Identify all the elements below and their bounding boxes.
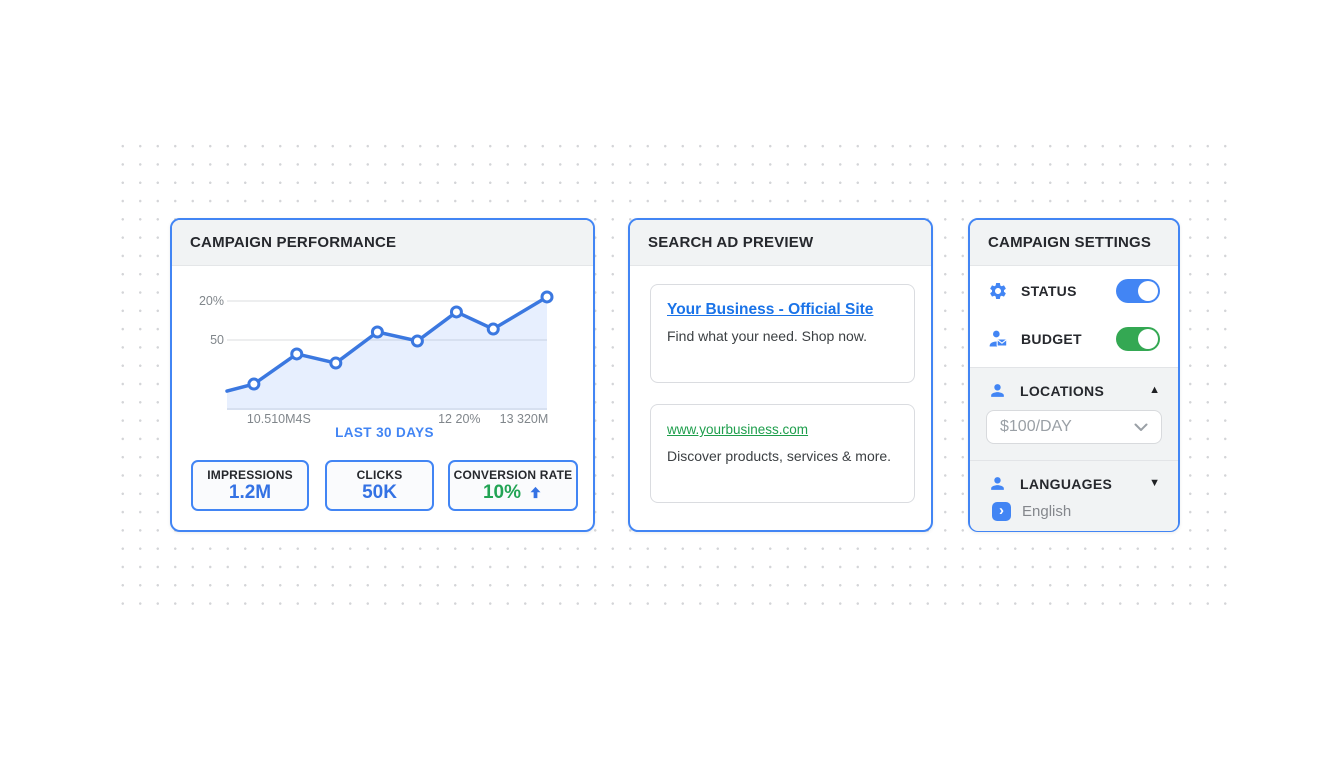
performance-chart: 20% 50 10.510M4S 12 20% 13 320M LAST 30 … [172, 266, 597, 456]
dropdown-value: $100/DAY [1000, 418, 1072, 435]
impressions-value: 1.2M [228, 481, 272, 503]
search-ad-preview-header: SEARCH AD PREVIEW [630, 220, 931, 266]
campaign-settings-title: CAMPAIGN SETTINGS [988, 234, 1152, 251]
chart-x-tick-label: 12 20% [438, 412, 481, 426]
chart-caption: LAST 30 DAYS [335, 425, 434, 440]
status-toggle[interactable] [1116, 279, 1160, 303]
ad-preview-item: www.yourbusiness.com Discover products, … [650, 404, 915, 503]
languages-section: LANGUAGES ▼ › English [970, 460, 1178, 531]
ad-description: Discover products, services & more. [667, 448, 892, 464]
campaign-performance-title: CAMPAIGN PERFORMANCE [190, 234, 397, 251]
arrow-right-icon: › [992, 502, 1011, 521]
locations-section: LOCATIONS ▲ $100/DAY [970, 367, 1178, 460]
budget-row: BUDGET [970, 315, 1178, 363]
chart-y-tick-label: 20% [198, 293, 224, 308]
toggle-knob [1138, 329, 1158, 349]
search-ad-preview-card: SEARCH AD PREVIEW Your Business - Offici… [628, 218, 933, 532]
budget-icon [989, 330, 1008, 347]
ad-url-link[interactable]: www.yourbusiness.com [667, 422, 809, 437]
language-row: › English [970, 493, 1178, 521]
status-row: STATUS [970, 267, 1178, 315]
conversion-rate-value: 10% [482, 481, 522, 503]
budget-label: BUDGET [1021, 331, 1082, 347]
chevron-down-icon [1134, 423, 1148, 431]
budget-toggle[interactable] [1116, 327, 1160, 351]
chart-x-tick-label: 10.510M4S [246, 412, 311, 426]
conversion-rate-label: CONVERSION RATE [453, 467, 573, 482]
languages-header-row[interactable]: LANGUAGES ▼ [970, 461, 1178, 493]
conversion-rate-metric: CONVERSION RATE 10% [448, 460, 578, 511]
language-value: English [1022, 503, 1072, 520]
clicks-value: 50K [362, 481, 397, 503]
status-label: STATUS [1021, 283, 1077, 299]
budget-per-day-dropdown[interactable]: $100/DAY [986, 410, 1162, 444]
ad-preview-item: Your Business - Official Site Find what … [650, 284, 915, 383]
impressions-label: IMPRESSIONS [207, 467, 293, 482]
search-ad-preview-title: SEARCH AD PREVIEW [648, 234, 814, 251]
chart-x-tick-label: 13 320M [499, 412, 549, 426]
caret-down-icon: ▼ [1149, 477, 1160, 489]
clicks-label: CLICKS [356, 467, 403, 482]
clicks-metric: CLICKS 50K [325, 460, 434, 511]
caret-up-icon: ▲ [1149, 384, 1160, 396]
toggle-knob [1138, 281, 1158, 301]
campaign-performance-header: CAMPAIGN PERFORMANCE [172, 220, 593, 266]
campaign-settings-header: CAMPAIGN SETTINGS [970, 220, 1178, 266]
ad-description: Find what your need. Shop now. [667, 328, 868, 344]
locations-header-row[interactable]: LOCATIONS ▲ [970, 368, 1178, 400]
impressions-metric: IMPRESSIONS 1.2M [191, 460, 309, 511]
chart-y-tick-label: 50 [210, 333, 224, 348]
ad-headline-link[interactable]: Your Business - Official Site [667, 301, 874, 318]
line-chart [225, 290, 554, 410]
person-icon [991, 384, 1004, 397]
campaign-settings-card: CAMPAIGN SETTINGS STATUS BUDGET LOCATION… [968, 218, 1180, 532]
arrow-up-icon [530, 487, 541, 499]
locations-label: LOCATIONS [1020, 382, 1105, 399]
person-icon [991, 477, 1004, 490]
gear-icon [990, 283, 1006, 299]
languages-label: LANGUAGES [1020, 475, 1113, 492]
campaign-performance-card: CAMPAIGN PERFORMANCE 20% 50 10.510M4S 12… [170, 218, 595, 532]
